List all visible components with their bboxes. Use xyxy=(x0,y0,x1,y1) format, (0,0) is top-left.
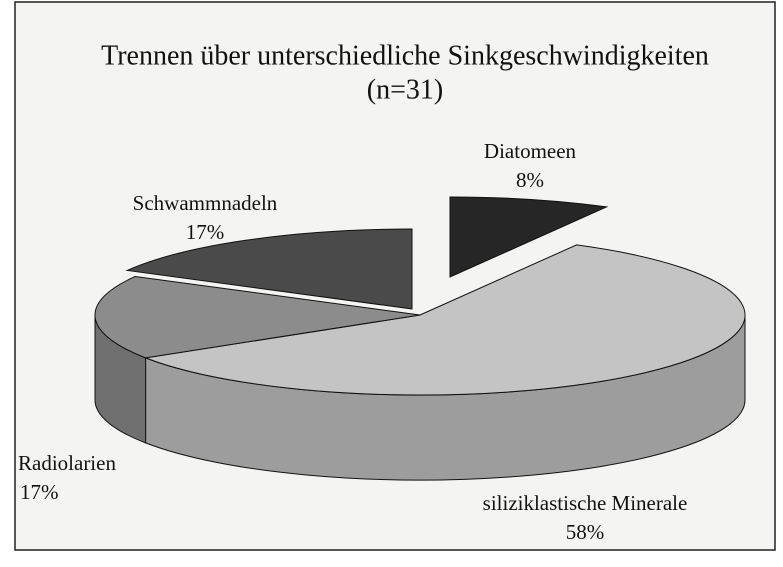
chart-subtitle: (n=31) xyxy=(367,74,443,105)
slice-label: Radiolarien xyxy=(18,451,116,475)
chart-title: Trennen über unterschiedliche Sinkgeschw… xyxy=(101,40,709,71)
slice-label: Schwammnadeln xyxy=(133,191,278,215)
slice xyxy=(125,228,413,310)
slice-label: siliziklastische Minerale xyxy=(483,491,688,515)
slice-value-label: 58% xyxy=(566,520,605,544)
slice-value-label: 17% xyxy=(20,480,59,504)
slice-label: Diatomeen xyxy=(484,139,577,163)
slice xyxy=(94,275,421,359)
slice-value-label: 8% xyxy=(516,168,544,192)
slice xyxy=(143,244,746,396)
slice xyxy=(449,196,609,278)
slice-value-label: 17% xyxy=(186,220,225,244)
